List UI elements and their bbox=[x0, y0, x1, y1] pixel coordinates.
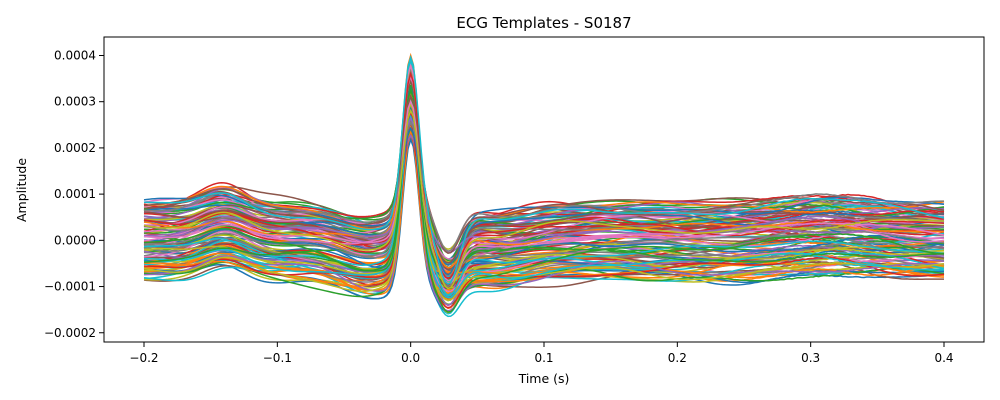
template-line bbox=[143, 95, 945, 312]
x-tick-label: 0.2 bbox=[668, 351, 687, 365]
x-tick-label: 0.3 bbox=[801, 351, 820, 365]
template-line bbox=[143, 115, 945, 289]
y-tick-label: 0.0002 bbox=[54, 141, 96, 155]
template-line bbox=[143, 122, 945, 314]
y-tick-label: 0.0001 bbox=[54, 187, 96, 201]
template-line bbox=[143, 57, 945, 297]
x-axis: −0.2 −0.1 0.0 0.1 0.2 0.3 0.4 bbox=[129, 342, 954, 365]
y-tick-label: 0.0003 bbox=[54, 95, 96, 109]
x-axis-label: Time (s) bbox=[518, 371, 570, 386]
template-line bbox=[143, 71, 945, 280]
y-axis-label: Amplitude bbox=[14, 158, 29, 222]
y-tick-label: −0.0002 bbox=[44, 326, 96, 340]
template-line bbox=[143, 89, 945, 262]
template-line bbox=[143, 120, 945, 309]
chart-title: ECG Templates - S0187 bbox=[456, 14, 631, 32]
x-tick-label: 0.1 bbox=[534, 351, 553, 365]
template-line bbox=[143, 81, 945, 283]
template-line bbox=[143, 114, 945, 299]
template-line bbox=[143, 65, 945, 284]
template-line bbox=[143, 54, 945, 286]
x-tick-label: 0.4 bbox=[934, 351, 953, 365]
x-tick-label: 0.0 bbox=[401, 351, 420, 365]
template-line bbox=[143, 86, 945, 280]
template-line bbox=[143, 108, 945, 290]
plot-area bbox=[143, 52, 945, 318]
x-tick-label: −0.2 bbox=[129, 351, 158, 365]
template-line bbox=[143, 116, 945, 254]
x-tick-label: −0.1 bbox=[263, 351, 292, 365]
template-line bbox=[143, 91, 945, 273]
template-line bbox=[143, 94, 944, 313]
y-axis: −0.0002 −0.0001 0.0000 0.0001 0.0002 0.0003 0.… bbox=[44, 48, 104, 340]
y-tick-label: 0.0004 bbox=[54, 48, 96, 62]
y-tick-label: −0.0001 bbox=[44, 280, 96, 294]
y-tick-label: 0.0000 bbox=[54, 233, 96, 247]
template-line bbox=[143, 99, 945, 285]
template-line bbox=[143, 100, 945, 302]
template-line bbox=[143, 121, 945, 252]
